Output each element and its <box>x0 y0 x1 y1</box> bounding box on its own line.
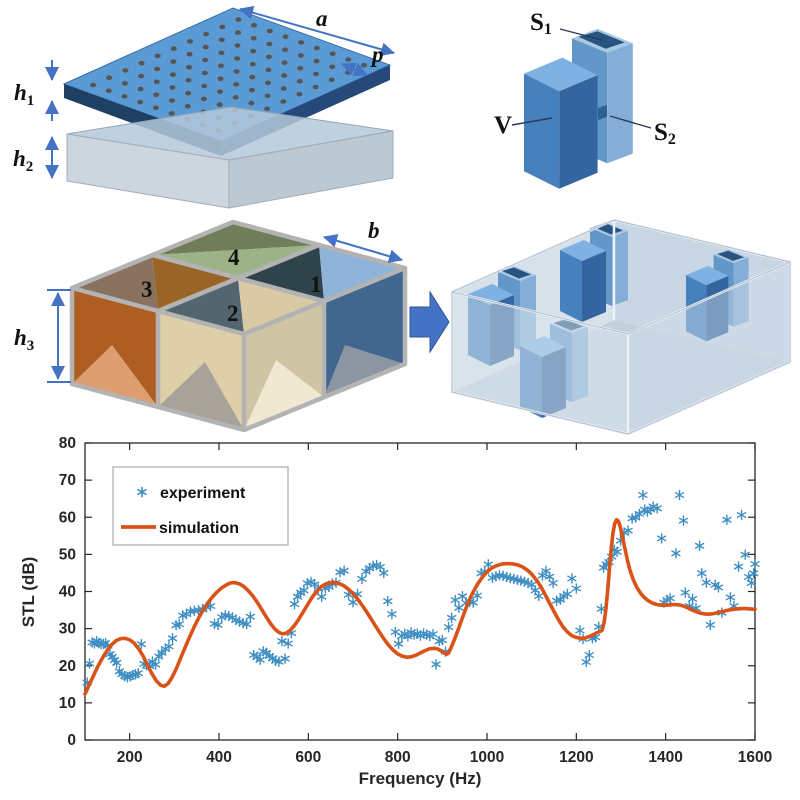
cell-label-4: 4 <box>228 245 240 270</box>
svg-text:1000: 1000 <box>470 749 504 766</box>
assembly-front-right-face <box>628 262 790 434</box>
svg-text:70: 70 <box>59 472 76 489</box>
svg-text:400: 400 <box>206 749 232 766</box>
dimension-arrow-p <box>341 62 368 77</box>
chamber-frame-edges <box>69 219 408 433</box>
svg-text:30: 30 <box>59 621 76 638</box>
svg-text:simulation: simulation <box>159 520 239 537</box>
leader-line-s2 <box>609 115 652 129</box>
x-axis-title: Frequency (Hz) <box>359 769 482 788</box>
schematic-diagrams: a p h1 h2 S1 V S2 <box>13 5 792 436</box>
dimension-arrow-a <box>239 5 395 57</box>
svg-text:80: 80 <box>59 435 76 452</box>
svg-text:10: 10 <box>59 695 76 712</box>
assembly-edges-dark <box>451 219 791 435</box>
svg-text:50: 50 <box>59 546 76 563</box>
resonator-unit-3d <box>524 28 633 189</box>
stl-chart: 200 400 600 800 1000 1200 1400 1600 0 10 20 30 40 50 6… <box>19 435 772 788</box>
cell-label-3: 3 <box>141 277 153 302</box>
leader-line-v <box>511 117 553 126</box>
part-label-v: V <box>494 112 512 139</box>
dim-label-h1: h1 <box>14 80 34 109</box>
panel-resonator-unit: S1 V S2 <box>494 9 676 189</box>
cell-label-1: 1 <box>310 272 322 297</box>
panel-chamber-box: 1 2 3 4 b h3 <box>14 218 408 433</box>
leader-line-s1 <box>559 28 603 41</box>
svg-text:1600: 1600 <box>738 749 772 766</box>
svg-text:1200: 1200 <box>559 749 593 766</box>
chart-plot-area: 200 400 600 800 1000 1200 1400 1600 0 10 20 30 40 50 6… <box>59 435 772 766</box>
svg-text:600: 600 <box>295 749 321 766</box>
svg-text:800: 800 <box>385 749 411 766</box>
dim-label-a: a <box>316 6 328 31</box>
part-label-s2: S2 <box>654 119 676 148</box>
chart-legend: experiment simulation <box>112 466 289 546</box>
svg-text:1400: 1400 <box>648 749 682 766</box>
dim-label-h2: h2 <box>13 146 33 175</box>
cell-label-2: 2 <box>227 301 239 326</box>
svg-text:experiment: experiment <box>160 485 246 502</box>
svg-text:60: 60 <box>59 509 76 526</box>
assembly-front-left-face <box>452 292 628 434</box>
panel-assembly <box>450 218 792 436</box>
svg-text:200: 200 <box>117 749 143 766</box>
dim-label-b: b <box>368 218 380 243</box>
resonator-neck <box>598 105 607 120</box>
svg-text:40: 40 <box>59 584 76 601</box>
svg-text:0: 0 <box>67 732 76 749</box>
cavity-right-face <box>228 130 394 209</box>
dimension-arrow-b <box>323 233 403 264</box>
transform-arrow-icon <box>409 290 450 354</box>
panel-perforated-plate: a p h1 h2 <box>13 5 395 209</box>
dim-label-p: p <box>370 42 384 67</box>
dim-label-h3: h3 <box>14 325 34 354</box>
y-axis-title: STL (dB) <box>19 557 38 628</box>
svg-text:20: 20 <box>59 658 76 675</box>
part-label-s1: S1 <box>530 9 552 38</box>
